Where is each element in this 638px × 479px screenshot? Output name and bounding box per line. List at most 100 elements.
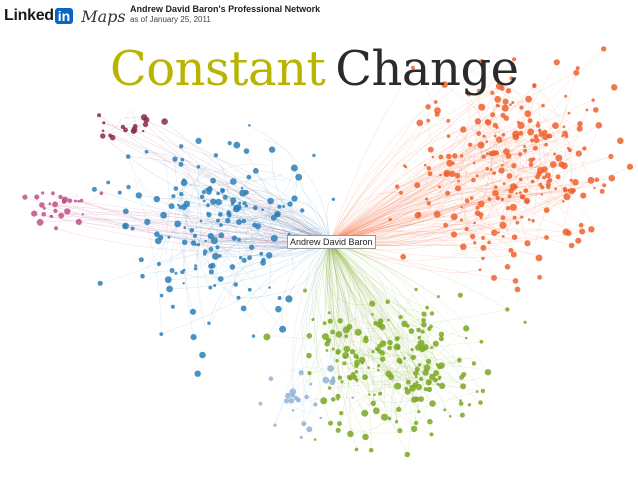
- network-edges: [24, 48, 631, 455]
- orange-edge: [329, 165, 514, 243]
- blue-edge: [181, 146, 331, 243]
- blue-edge: [178, 256, 216, 273]
- orange-node: [544, 172, 551, 179]
- green-node: [369, 300, 376, 307]
- blue-edge: [262, 138, 297, 199]
- blue-edge: [173, 163, 269, 197]
- orange-edge: [329, 105, 544, 243]
- maroon-node: [123, 127, 128, 133]
- orange-node: [547, 133, 553, 139]
- blue-node: [138, 257, 144, 263]
- orange-edge: [465, 153, 611, 169]
- orange-node: [515, 220, 520, 225]
- orange-node: [514, 286, 521, 293]
- orange-node: [498, 167, 505, 174]
- green-edge: [324, 309, 508, 338]
- light-blue-node: [306, 426, 313, 433]
- green-node: [438, 336, 444, 342]
- blue-node: [207, 321, 211, 325]
- pink-node: [52, 201, 58, 208]
- blue-edge: [182, 241, 331, 279]
- orange-node: [482, 134, 486, 138]
- green-node: [425, 358, 432, 365]
- orange-edge: [329, 129, 464, 243]
- green-edge: [329, 241, 432, 314]
- orange-node: [508, 188, 514, 194]
- green-edge: [380, 321, 385, 409]
- orange-edge: [521, 153, 555, 173]
- green-edge: [407, 353, 428, 424]
- blue-node: [193, 267, 198, 271]
- maroon-edge: [103, 122, 331, 243]
- light-blue-edge: [305, 241, 331, 385]
- green-node: [421, 318, 426, 323]
- orange-edge: [329, 153, 494, 243]
- blue-node: [199, 194, 205, 200]
- orange-node: [535, 123, 541, 128]
- orange-edge: [416, 160, 497, 186]
- blue-edge: [239, 179, 286, 204]
- orange-node: [450, 213, 458, 221]
- green-edge: [329, 241, 400, 361]
- green-node: [464, 336, 468, 340]
- orange-edge: [453, 139, 495, 164]
- orange-node: [593, 107, 599, 113]
- orange-node: [490, 112, 496, 118]
- blue-edge: [169, 196, 283, 330]
- blue-node: [279, 325, 287, 333]
- green-node: [467, 403, 472, 407]
- green-node: [354, 447, 359, 452]
- green-edge: [392, 356, 475, 381]
- orange-node: [544, 142, 548, 147]
- orange-edge: [329, 135, 563, 243]
- green-edge: [367, 325, 408, 357]
- blue-node: [231, 235, 238, 241]
- green-node: [331, 347, 335, 351]
- green-node: [335, 359, 339, 363]
- green-node: [373, 407, 380, 415]
- orange-node: [475, 174, 479, 178]
- green-node: [378, 391, 383, 396]
- light-blue-node: [309, 382, 313, 386]
- orange-edge: [329, 156, 484, 243]
- green-node: [406, 379, 411, 385]
- green-edge: [329, 241, 384, 344]
- blue-node: [204, 240, 207, 243]
- light-blue-node: [329, 378, 336, 386]
- orange-edge: [329, 92, 493, 243]
- orange-node: [441, 81, 448, 88]
- orange-edge: [502, 162, 537, 201]
- green-edge: [329, 241, 432, 348]
- green-node: [416, 327, 421, 333]
- orange-node: [426, 166, 432, 171]
- blue-node: [331, 197, 336, 201]
- blue-edge: [201, 168, 275, 239]
- orange-node: [552, 122, 559, 129]
- green-node: [394, 420, 399, 424]
- orange-node: [509, 76, 514, 81]
- maroon-node: [131, 126, 138, 133]
- orange-edge: [498, 200, 511, 233]
- blue-edge: [128, 156, 331, 243]
- orange-node: [528, 162, 534, 167]
- blue-node: [169, 268, 175, 273]
- orange-node: [602, 183, 607, 188]
- orange-node: [527, 118, 533, 124]
- orange-edge: [329, 118, 507, 243]
- blue-node: [167, 235, 171, 239]
- orange-node: [495, 195, 500, 201]
- blue-node: [192, 233, 198, 238]
- blue-node: [270, 214, 277, 221]
- green-edge: [316, 241, 331, 424]
- orange-edge: [447, 186, 516, 223]
- orange-edge: [329, 190, 569, 243]
- green-node: [328, 420, 333, 426]
- light-blue-node: [273, 423, 277, 427]
- blue-node: [194, 370, 201, 377]
- orange-node: [431, 155, 435, 159]
- green-node: [427, 418, 433, 425]
- light-blue-node: [322, 376, 330, 384]
- blue-node: [140, 273, 145, 279]
- orange-node: [518, 191, 522, 195]
